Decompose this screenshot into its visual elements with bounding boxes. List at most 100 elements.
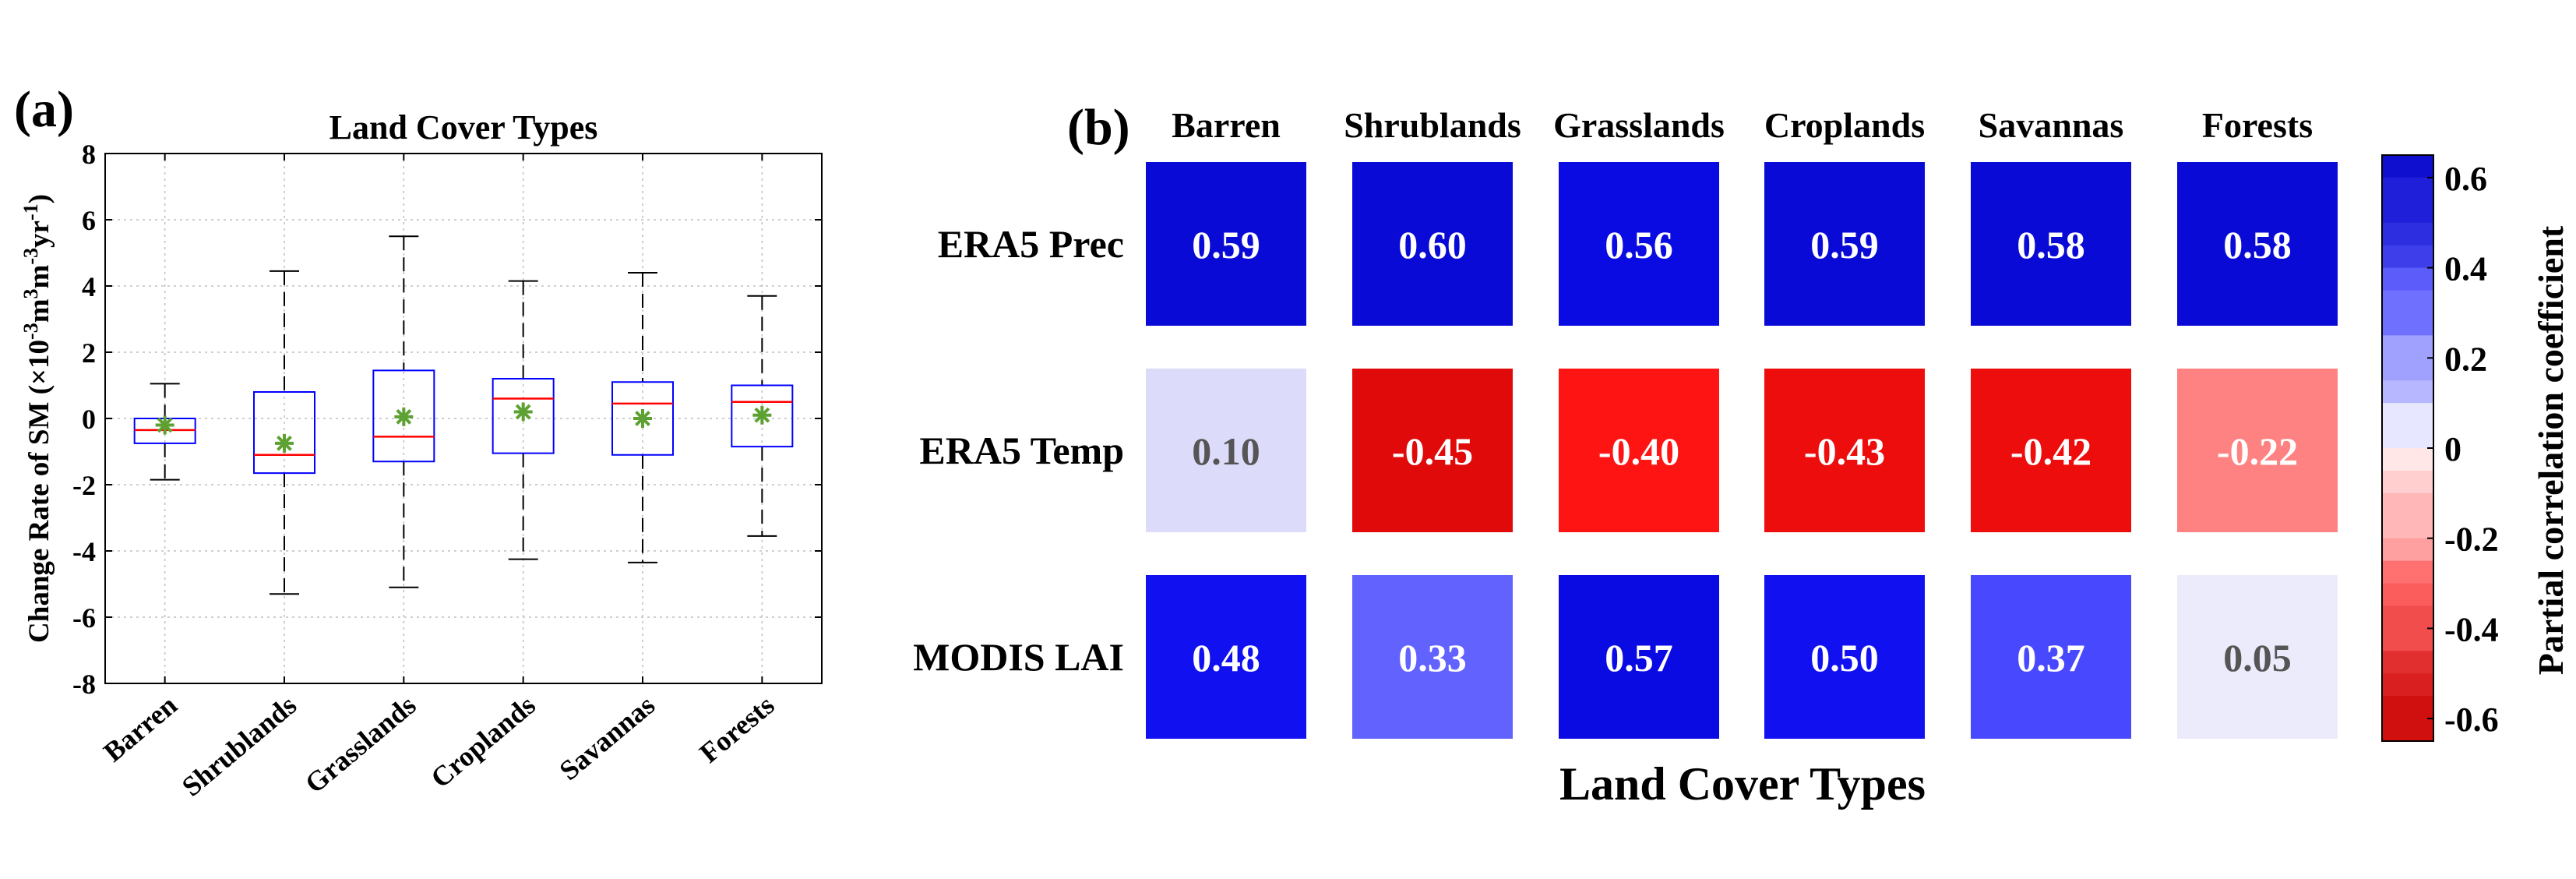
colorbar-segment (2382, 245, 2433, 269)
x-tick-label: Shrublands (176, 689, 302, 802)
heatmap-cell-value: -0.45 (1392, 429, 1473, 473)
colorbar-segment (2382, 628, 2433, 651)
colorbar-label: Partial correlation coefficient (2531, 225, 2571, 675)
heatmap-cell (1764, 162, 1925, 326)
x-tick-label: Forests (693, 689, 780, 768)
y-tick-label: -2 (72, 470, 96, 501)
colorbar-segment (2382, 380, 2433, 404)
colorbar-segment (2382, 267, 2433, 291)
colorbar-segment (2382, 538, 2433, 562)
colorbar-segment (2382, 222, 2433, 246)
x-tick-label: Croplands (425, 689, 541, 793)
heatmap-cell (2177, 575, 2338, 739)
heatmap-row-labels: ERA5 Prec ERA5 Temp MODIS LAI (913, 222, 1124, 679)
colorbar-segment (2382, 492, 2433, 517)
mean-marker-stroke (635, 411, 650, 426)
mean-marker (394, 407, 414, 426)
heatmap-cell-value: -0.40 (1598, 429, 1679, 473)
iqr-box (731, 384, 794, 448)
colorbar-segment (2382, 312, 2433, 336)
boxplot-title: Land Cover Types (329, 108, 598, 146)
colorbar-segment (2382, 199, 2433, 224)
colorbar-segment (2382, 605, 2433, 629)
heatmap-cell-value: -0.43 (1804, 429, 1885, 473)
colorbar-segment (2382, 583, 2433, 607)
colorbar-tick-label: -0.6 (2444, 701, 2499, 739)
heatmap-cell-value: 0.58 (2017, 223, 2085, 267)
column-label: Shrublands (1344, 105, 1521, 145)
heatmap-cell (1146, 162, 1306, 326)
colorbar-segment (2382, 403, 2433, 426)
heatmap-cell-value: -0.22 (2217, 429, 2298, 473)
colorbar (2381, 154, 2434, 742)
heatmap-cell (1971, 575, 2131, 739)
colorbar-segment (2382, 515, 2433, 539)
colorbar-segment (2382, 358, 2433, 381)
heatmap-cell (1559, 575, 1719, 739)
heatmap-cell-value: 0.37 (2017, 636, 2085, 680)
iqr-box (372, 369, 435, 463)
heatmap-cell (1971, 369, 2131, 532)
iqr-box (492, 378, 555, 454)
heatmap-cell-value: 0.59 (1810, 223, 1879, 267)
colorbar-segment (2382, 155, 2433, 178)
heatmap-cell (1146, 369, 1306, 532)
mean-marker-stroke (277, 435, 292, 451)
colorbar-segment (2382, 335, 2433, 358)
mean-marker (752, 405, 772, 425)
heatmap-cell (2177, 162, 2338, 326)
colorbar-tick-label: 0.6 (2444, 160, 2487, 198)
mean-marker-stroke (754, 407, 770, 423)
iqr-box (611, 381, 674, 456)
boxplot-y-ticks: -8 -6 -4 -2 0 2 4 6 8 (72, 139, 822, 700)
heatmap-cell (1559, 162, 1719, 326)
heatmap-cell (1971, 162, 2131, 326)
mean-marker (633, 409, 652, 428)
y-tick-label: -8 (72, 669, 96, 700)
y-tick-label: 0 (82, 404, 96, 435)
mean-marker-stroke (396, 408, 412, 425)
heatmap-panel: (b) Barren Shrublands Grasslands Croplands S… (913, 99, 2571, 810)
heatmap-column-labels: Barren Shrublands Grasslands Croplands Savan… (1172, 105, 2313, 145)
colorbar-segment (2382, 177, 2433, 201)
panel-b-label: (b) (1067, 99, 1130, 156)
panel-a-label: (a) (14, 81, 74, 138)
heatmap-cell-value: 0.10 (1192, 429, 1260, 473)
heatmap-cell-value: 0.48 (1192, 636, 1260, 680)
mean-marker-stroke (157, 417, 173, 433)
colorbar-segment (2382, 425, 2433, 449)
row-label: MODIS LAI (913, 635, 1124, 679)
colorbar-segment (2382, 290, 2433, 314)
colorbar-segment (2382, 470, 2433, 494)
x-tick-label: Grasslands (299, 689, 422, 799)
mean-marker (155, 415, 174, 435)
colorbar-segment (2382, 673, 2433, 697)
heatmap-cell (1559, 369, 1719, 532)
colorbar-segment (2382, 718, 2433, 742)
colorbar-tick-label: -0.2 (2444, 521, 2499, 559)
column-label: Barren (1172, 105, 1281, 145)
y-tick-label: 4 (82, 271, 96, 302)
y-tick-label: 8 (82, 139, 96, 170)
heatmap-cell (1764, 369, 1925, 532)
heatmap-cell-value: 0.56 (1605, 223, 1673, 267)
heatmap-x-axis-label: Land Cover Types (1559, 758, 1926, 810)
heatmap-cell (1764, 575, 1925, 739)
column-label: Savannas (1979, 105, 2124, 145)
boxplot-boxes (133, 235, 794, 595)
y-tick-label: 6 (82, 205, 96, 236)
colorbar-segment (2382, 448, 2433, 471)
heatmap-cell-value: -0.42 (2010, 429, 2091, 473)
colorbar-tick-label: 0 (2444, 430, 2461, 468)
mean-marker (513, 402, 533, 422)
colorbar-ticks: 0.6 0.4 0.2 0 -0.2 -0.4 -0.6 (2427, 160, 2499, 739)
column-label: Forests (2202, 105, 2313, 145)
heatmap-cell (1146, 575, 1306, 739)
heatmap-cell (2177, 369, 2338, 532)
colorbar-segment (2382, 696, 2433, 719)
colorbar-tick-label: 0.4 (2444, 250, 2487, 288)
colorbar-segment (2382, 560, 2433, 584)
y-tick-label: -4 (72, 536, 96, 567)
mean-marker-stroke (515, 404, 531, 420)
x-tick-label: Barren (97, 689, 182, 768)
